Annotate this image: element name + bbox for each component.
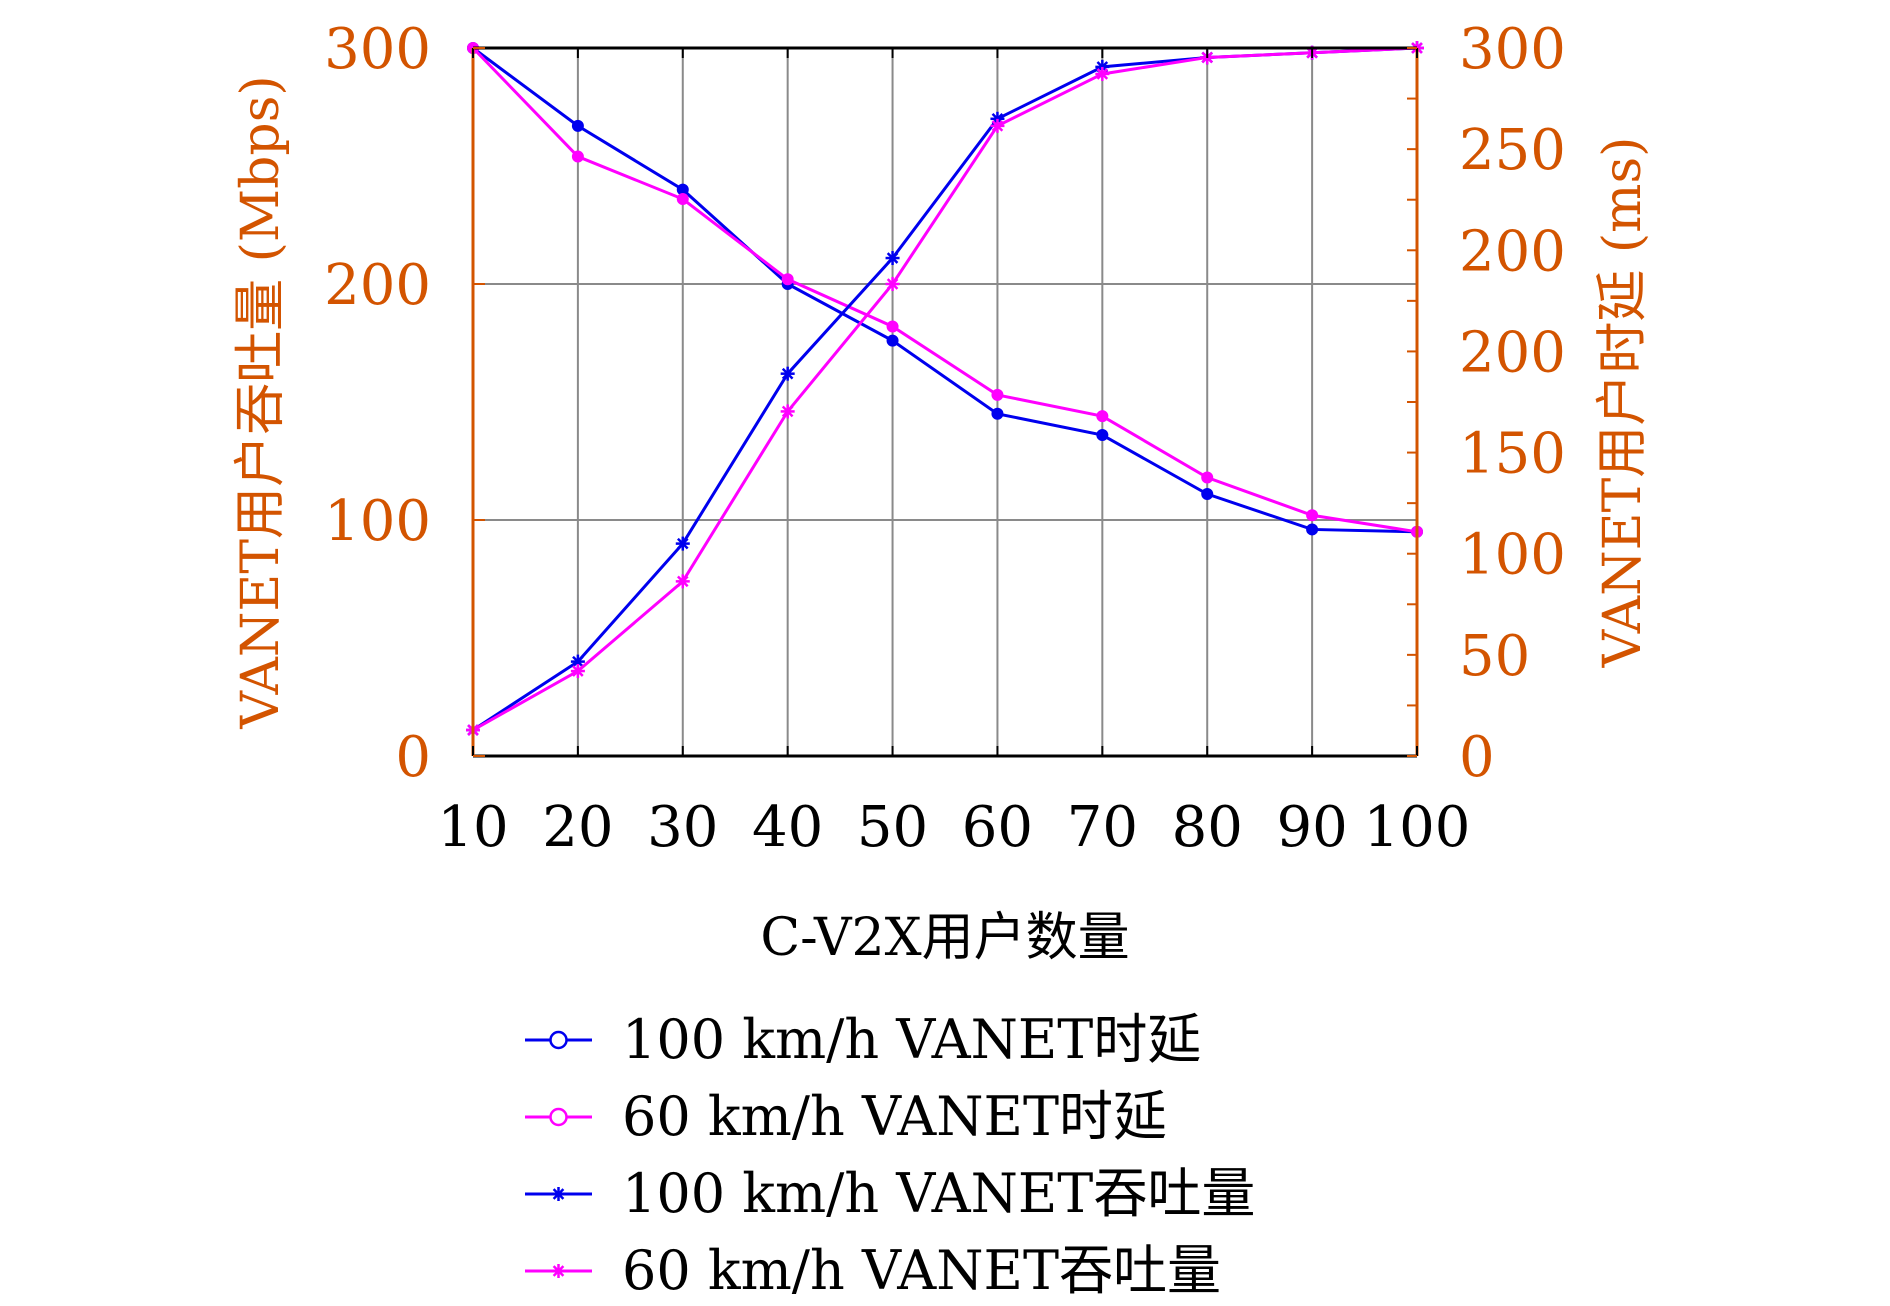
data-point	[675, 536, 690, 551]
legend-marker	[549, 1107, 568, 1127]
marker-stroke	[1096, 68, 1109, 80]
data-point	[885, 251, 900, 266]
grid	[473, 48, 1417, 756]
y-right-tick-label: 50	[1459, 624, 1530, 689]
legend-item: 100 km/h VANET时延	[525, 1008, 1201, 1071]
x-tick-label: 100	[1364, 795, 1471, 860]
y-left-tick-label: 300	[324, 17, 431, 82]
legend-item: 60 km/h VANET时延	[525, 1085, 1167, 1148]
y-left-tick-label: 0	[395, 725, 431, 790]
data-point	[571, 119, 584, 132]
data-point	[991, 407, 1004, 420]
axes	[471, 46, 1419, 758]
y-right-tick-label: 250	[1459, 118, 1566, 183]
series-line	[471, 46, 1418, 534]
y-right-tick-label: 0	[1459, 725, 1495, 790]
data-point	[991, 388, 1004, 401]
legend-item: 60 km/h VANET吞吐量	[525, 1239, 1221, 1302]
legend-label: 60 km/h VANET吞吐量	[622, 1239, 1221, 1302]
series-layer	[466, 41, 1424, 738]
y-axis-left-title: VANET用户吞吐量 (Mbps)	[231, 75, 291, 729]
legend-label: 100 km/h VANET吞吐量	[622, 1162, 1255, 1225]
legend-marker	[551, 1264, 566, 1278]
data-point	[781, 273, 794, 286]
x-tick-label: 90	[1276, 795, 1347, 860]
data-point	[1306, 523, 1319, 536]
data-point	[885, 277, 900, 291]
legend-item: 100 km/h VANET吞吐量	[525, 1162, 1255, 1225]
y-right-tick-label: 200	[1459, 320, 1566, 385]
y-left-tick-label: 200	[324, 253, 431, 318]
data-point	[886, 320, 899, 333]
data-point	[1306, 509, 1319, 522]
x-tick-label: 80	[1172, 795, 1243, 860]
data-point	[886, 334, 899, 347]
data-point	[675, 574, 690, 589]
x-tick-label: 20	[542, 795, 613, 860]
data-point	[780, 404, 795, 419]
marker-stroke	[781, 367, 794, 380]
marker-stroke	[991, 120, 1004, 132]
x-axis-title: C-V2X用户数量	[760, 908, 1129, 968]
y-axis-right-title: VANET用户时延 (ms)	[1593, 137, 1653, 669]
marker-stroke	[886, 278, 899, 290]
x-tick-label: 40	[752, 795, 823, 860]
data-point	[570, 664, 585, 679]
marker-stroke	[572, 665, 584, 677]
series-line	[472, 46, 1418, 534]
legend: 100 km/h VANET时延 60 km/h VANET时延 100 km/h …	[525, 1008, 1255, 1302]
data-point	[1095, 66, 1110, 81]
x-tick-label: 30	[647, 795, 718, 860]
data-point	[1201, 488, 1214, 501]
marker-stroke	[552, 1265, 565, 1277]
series-line	[472, 46, 1418, 732]
y-right-tick-label: 150	[1459, 422, 1566, 487]
series-1	[467, 42, 1423, 538]
y-left-tick-label: 100	[324, 489, 431, 554]
marker-stroke	[676, 537, 689, 550]
series-line	[472, 46, 1418, 732]
y-right-tick-label: 200	[1459, 219, 1566, 284]
x-tick-label: 10	[437, 795, 508, 860]
legend-label: 60 km/h VANET时延	[622, 1085, 1167, 1148]
legend-marker	[551, 1187, 566, 1201]
y-right-tick-label: 100	[1459, 523, 1566, 588]
x-tick-label: 60	[962, 795, 1033, 860]
marker-stroke	[572, 655, 584, 668]
x-tick-label: 50	[857, 795, 928, 860]
series-2	[467, 42, 1423, 538]
data-point	[990, 118, 1005, 133]
data-point	[1096, 410, 1109, 423]
legend-marker	[549, 1030, 568, 1050]
data-point	[571, 150, 584, 163]
legend-label: 100 km/h VANET时延	[622, 1008, 1201, 1071]
data-point	[780, 366, 795, 381]
marker-stroke	[781, 405, 794, 418]
tick-labels: 10 20 30 40 50 60 70 80 90 1000100200300050100150…	[324, 17, 1566, 860]
x-tick-label: 70	[1067, 795, 1138, 860]
data-point	[676, 193, 689, 206]
y-right-tick-label: 300	[1459, 17, 1566, 82]
marker-stroke	[552, 1188, 565, 1200]
marker-stroke	[676, 575, 689, 588]
marker-stroke	[886, 252, 899, 264]
data-point	[1201, 471, 1214, 484]
data-point	[1096, 429, 1109, 442]
